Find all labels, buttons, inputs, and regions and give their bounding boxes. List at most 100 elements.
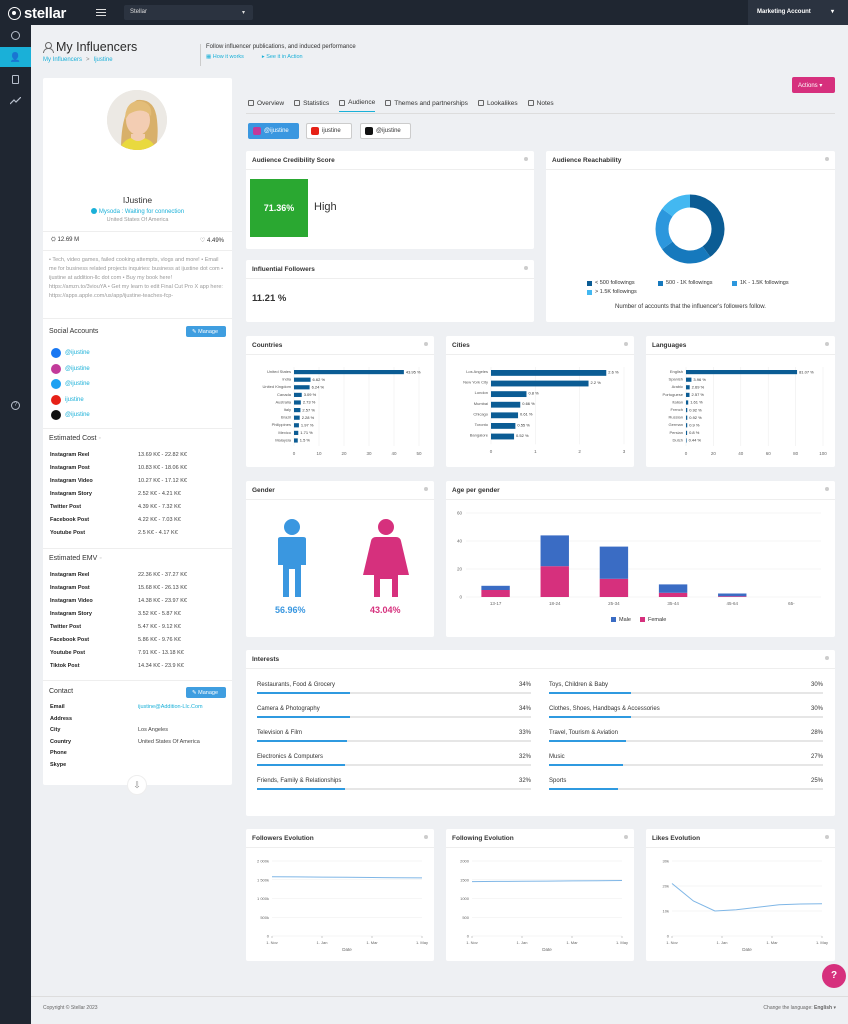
legend-item: Male (619, 617, 631, 623)
data-label: 81.07 % (799, 369, 814, 374)
data-label: 1.5 % (300, 438, 311, 443)
reachability-note: Number of accounts that the influencer's… (615, 304, 766, 310)
tab-notes[interactable]: Notes (527, 98, 554, 112)
how-it-works-link[interactable]: ▦ How it works (206, 54, 244, 60)
app-logo[interactable]: stellar (8, 5, 66, 22)
tick-label: 30k (663, 859, 669, 864)
connection-status[interactable]: Mysoda : Waiting for connection (43, 208, 232, 215)
data-label: 0.61 % (520, 412, 533, 417)
tick-label: 20 (457, 567, 463, 572)
help-button[interactable]: ? (822, 964, 846, 988)
social-account-tiktok[interactable]: @ijustine (51, 410, 90, 420)
settings-icon[interactable] (825, 487, 829, 491)
settings-icon[interactable] (524, 157, 528, 161)
manage-social-button[interactable]: ✎ Manage (186, 326, 226, 337)
legend-swatch (640, 617, 645, 622)
reachability-donut (655, 194, 725, 264)
tab-icon (294, 100, 301, 106)
breadcrumb-item[interactable]: My Influencers (43, 57, 83, 63)
card-title: Age per gender (452, 487, 500, 494)
network-youtube-button[interactable]: ijustine (306, 123, 352, 139)
menu-toggle-icon[interactable] (96, 7, 106, 17)
workspace-select[interactable]: Stellar ▾ (124, 5, 253, 20)
page-header: My Influencers My Influencers > Ijustine (43, 40, 137, 63)
footer: Copyright © Stellar 2023 Change the lang… (31, 996, 848, 1024)
category-label: English (670, 369, 683, 374)
social-account-instagram[interactable]: @ijustine (51, 363, 90, 374)
axis-label: Date (742, 947, 752, 952)
tick-label: 20 (711, 451, 717, 456)
tick-label: 40 (738, 451, 744, 456)
data-label: 2.69 % (692, 385, 705, 390)
category-label: 25-34 (608, 601, 620, 606)
interest-bar (549, 788, 618, 790)
download-icon[interactable]: ⇩ (127, 775, 147, 795)
tick-label: 10k (663, 909, 669, 914)
heart-icon: ♡ (199, 238, 206, 244)
manage-contact-button[interactable]: ✎ Manage (186, 687, 226, 698)
credibility-score: 71.36% (250, 179, 308, 237)
account-menu[interactable]: Marketing Account ▾ (748, 0, 848, 25)
settings-icon[interactable] (825, 835, 829, 839)
settings-icon[interactable] (524, 266, 528, 270)
tab-overview[interactable]: Overview (248, 98, 284, 112)
category-label: United Kingdom (263, 384, 292, 389)
settings-icon[interactable] (825, 342, 829, 346)
user-icon (43, 41, 54, 53)
settings-icon[interactable] (825, 157, 829, 161)
tick-label: 0 (467, 934, 470, 939)
credibility-card: Audience Credibility Score 71.36% High (246, 151, 534, 249)
actions-button[interactable]: Actions ▾ (792, 77, 835, 93)
bar (686, 392, 690, 397)
countries-card: Countries 0 10 20 30 40 50 United States 43.95 … (246, 336, 434, 467)
category-label: Toronto (475, 422, 489, 427)
settings-icon[interactable] (424, 342, 428, 346)
tab-statistics[interactable]: Statistics (294, 98, 329, 112)
settings-icon[interactable] (424, 487, 428, 491)
tick-label: 10 (316, 451, 322, 456)
languages-card: Languages 0 20 40 60 80 100 English 81.07 % Span… (646, 336, 835, 467)
data-label: 0.92 % (689, 407, 702, 412)
bar (491, 370, 607, 376)
network-instagram-button[interactable]: @ijustine (248, 123, 299, 139)
category-label: Malaysia (275, 437, 292, 442)
sidebar-item-campaigns[interactable] (0, 69, 31, 89)
tab-themes-and-partnerships[interactable]: Themes and partnerships (385, 98, 468, 112)
settings-icon[interactable] (624, 342, 628, 346)
legend-item[interactable]: < 500 followings (587, 280, 635, 286)
bar-male (599, 546, 629, 579)
bar-female (599, 578, 629, 597)
social-account-twitter[interactable]: @ijustine (51, 379, 90, 389)
sidebar-item-influencers[interactable]: 👤 (0, 47, 31, 67)
data-label: 1.71 % (300, 430, 313, 435)
sidebar-item-analytics[interactable] (0, 91, 31, 111)
social-account-facebook[interactable]: @ijustine (51, 348, 90, 358)
card-title: Interests (252, 656, 280, 663)
influential-followers-value: 11.21 % (252, 293, 287, 304)
social-account-youtube[interactable]: ijustine (51, 394, 84, 405)
countries-chart: 0 10 20 30 40 50 United States 43.95 % India 6.62… (263, 367, 422, 456)
legend-item[interactable]: 500 - 1K followings (658, 280, 712, 286)
breadcrumb-item[interactable]: Ijustine (93, 57, 113, 63)
card-title: Followers Evolution (252, 835, 314, 842)
settings-icon[interactable] (825, 656, 829, 660)
youtube-icon (51, 394, 61, 405)
language-selector[interactable]: Change the language: English ▾ (763, 1005, 836, 1011)
sidebar-help[interactable]: ? (0, 395, 31, 415)
category-label: London (475, 390, 488, 395)
sidebar-item-discover[interactable] (0, 25, 31, 45)
tick-label: 0 (267, 934, 270, 939)
settings-icon[interactable] (624, 835, 628, 839)
tick-label: 80 (793, 451, 799, 456)
legend-item[interactable]: > 1.5K followings (587, 289, 637, 295)
see-in-action-link[interactable]: ▸ See it in Action (261, 54, 303, 60)
tick-label: 1. Nov (266, 940, 278, 945)
tab-lookalikes[interactable]: Lookalikes (477, 98, 518, 112)
bar (686, 400, 689, 405)
tab-audience[interactable]: Audience (339, 98, 376, 112)
settings-icon[interactable] (424, 835, 428, 839)
card-title: Cities (452, 342, 470, 349)
network-tiktok-button[interactable]: @ijustine (360, 123, 411, 139)
interest-bar (257, 764, 345, 766)
legend-item[interactable]: 1K - 1.5K followings (732, 280, 789, 286)
